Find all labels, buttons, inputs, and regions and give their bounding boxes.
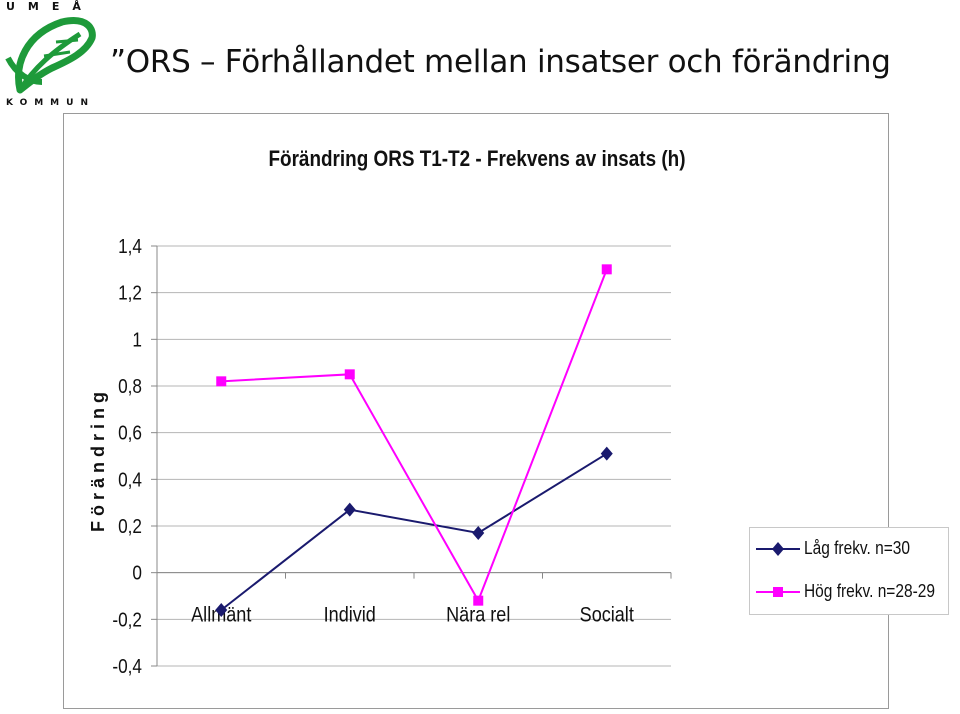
y-tick-label: -0,4 bbox=[112, 655, 142, 678]
legend-item-low: Låg frekv. n=30 bbox=[756, 537, 946, 561]
data-point-square bbox=[473, 595, 484, 606]
umea-kommun-logo: UMEÅ KOMMUN bbox=[0, 0, 96, 112]
leaf-logo-icon bbox=[5, 17, 96, 94]
legend-label-high: Hög frekv. n=28-29 bbox=[804, 581, 935, 601]
series-line-low bbox=[220, 452, 608, 611]
data-point-diamond bbox=[215, 603, 228, 617]
logo-top-text: UMEÅ bbox=[6, 0, 94, 13]
y-axis-label: F ö r ä n d r i n g bbox=[88, 392, 108, 532]
slide-title: ”ORS – Förhållandet mellan insatser och … bbox=[110, 44, 891, 80]
legend-item-high: Hög frekv. n=28-29 bbox=[756, 580, 946, 604]
y-tick-label: 1,2 bbox=[118, 281, 142, 304]
diamond-marker-icon bbox=[756, 542, 800, 556]
y-tick-label: 0 bbox=[132, 561, 142, 584]
y-tick-label: 0,8 bbox=[118, 375, 142, 398]
data-point-diamond bbox=[343, 502, 356, 517]
y-tick-label: 0,6 bbox=[118, 421, 142, 444]
y-tick-label: 1 bbox=[132, 328, 142, 351]
y-tick-label: 1,4 bbox=[118, 235, 142, 258]
data-point-square bbox=[216, 376, 227, 387]
x-tick-label: Individ bbox=[324, 603, 376, 627]
data-point-diamond bbox=[472, 526, 485, 540]
y-tick-labels: 1,4 1,2 1 0,8 0,6 0,4 0,2 0 -0,2 -0,4 bbox=[112, 235, 142, 678]
legend-label-low: Låg frekv. n=30 bbox=[804, 538, 910, 558]
data-point-diamond bbox=[600, 446, 613, 461]
chart-title: Förändring ORS T1-T2 - Frekvens av insat… bbox=[268, 147, 685, 172]
square-marker-icon bbox=[756, 587, 800, 597]
chart-area: Förändring ORS T1-T2 - Frekvens av insat… bbox=[63, 113, 949, 709]
x-tick-label: Socialt bbox=[580, 603, 635, 627]
y-tick-label: -0,2 bbox=[112, 608, 142, 631]
axes bbox=[151, 245, 672, 667]
data-point-square bbox=[344, 369, 355, 380]
y-tick-label: 0,2 bbox=[118, 515, 142, 538]
line-chart: Förändring ORS T1-T2 - Frekvens av insat… bbox=[88, 147, 686, 678]
logo-bottom-text: KOMMUN bbox=[6, 98, 95, 108]
x-tick-label: Nära rel bbox=[446, 603, 510, 627]
data-point-square bbox=[601, 264, 612, 275]
legend: Låg frekv. n=30 Hög frekv. n=28-29 bbox=[749, 527, 949, 615]
series bbox=[215, 264, 613, 617]
y-tick-label: 0,4 bbox=[118, 468, 142, 491]
series-line-high bbox=[221, 268, 608, 603]
gridlines bbox=[157, 245, 671, 667]
